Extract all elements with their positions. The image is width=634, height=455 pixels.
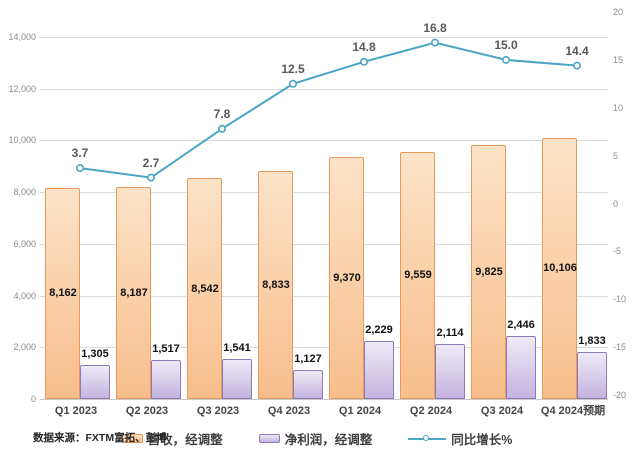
gridline	[40, 140, 608, 141]
growth-point-label: 12.5	[281, 62, 305, 76]
profit-bar	[364, 341, 394, 399]
gridline	[40, 244, 608, 245]
profit-bar-label: 1,541	[223, 342, 251, 354]
growth-point-marker	[359, 57, 368, 66]
right-axis-tick-label: 20	[613, 7, 624, 17]
profit-bar	[577, 352, 607, 399]
right-axis-tick-label: 15	[613, 55, 624, 65]
profit-bar	[222, 359, 252, 399]
right-axis-tick-label: -15	[613, 342, 627, 352]
growth-point-label: 16.8	[423, 21, 447, 35]
revenue-bar	[258, 171, 293, 399]
gridline	[40, 192, 608, 193]
right-axis-tick-label: -5	[613, 246, 622, 256]
revenue-bar	[116, 187, 151, 399]
legend-item: 同比增长%	[408, 429, 512, 448]
growth-point-marker	[288, 79, 297, 88]
growth-point-marker	[430, 38, 439, 47]
growth-point-label: 7.8	[213, 107, 231, 121]
left-axis-tick-label: 14,000	[8, 32, 36, 42]
profit-bar	[506, 336, 536, 399]
profit-bar-label: 2,114	[436, 327, 464, 339]
source-note: 数据来源：FXTM富拓、彭博	[33, 432, 167, 444]
growth-line	[79, 41, 578, 179]
revenue-bar	[329, 157, 364, 399]
revenue-bar	[187, 178, 222, 399]
growth-point-label: 15.0	[494, 38, 518, 52]
left-axis-tick-label: 10,000	[8, 135, 36, 145]
revenue-bar-label: 8,187	[120, 287, 148, 299]
chart-legend: 营收，经调整 净利润，经调整 同比增长%	[0, 429, 634, 448]
x-axis-tick-label: Q2 2023	[125, 405, 169, 417]
revenue-bar-label: 8,542	[191, 283, 219, 295]
left-axis-tick-label: 0	[30, 394, 36, 404]
legend-label: 净利润，经调整	[284, 433, 373, 447]
legend-label: 同比增长%	[451, 433, 513, 447]
growth-legend-line-icon	[408, 434, 447, 443]
revenue-legend-swatch	[121, 434, 143, 443]
profit-bar-label: 2,229	[365, 324, 393, 336]
profit-bar-label: 1,127	[294, 353, 322, 365]
revenue-bar-label: 9,370	[333, 272, 361, 284]
revenue-bar-label: 10,106	[543, 262, 577, 274]
profit-bar-label: 1,305	[81, 348, 109, 360]
x-axis-tick-label: Q3 2024	[480, 405, 524, 417]
legend-item: 营收，经调整	[121, 429, 223, 448]
x-axis-tick-label: Q1 2023	[54, 405, 98, 417]
x-axis-tick-label: Q2 2024	[409, 405, 453, 417]
profit-bar	[435, 344, 465, 399]
growth-point-label: 14.8	[352, 40, 376, 54]
left-axis-tick-label: 6,000	[13, 239, 36, 249]
revenue-bar	[400, 152, 435, 399]
left-axis-tick-label: 8,000	[13, 187, 36, 197]
gridline	[40, 347, 608, 348]
growth-point-marker	[76, 164, 85, 173]
legend-label: 营收，经调整	[147, 433, 223, 447]
growth-point-marker	[501, 55, 510, 64]
gridline	[40, 37, 608, 38]
profit-bar-label: 1,517	[152, 343, 180, 355]
profit-legend-swatch	[258, 434, 280, 443]
left-axis-tick-label: 2,000	[13, 342, 36, 352]
gridline	[40, 399, 608, 400]
growth-point-label: 2.7	[142, 156, 160, 170]
gridline	[40, 296, 608, 297]
revenue-bar	[45, 188, 80, 399]
profit-bar	[80, 365, 110, 399]
right-axis-tick-label: 5	[613, 151, 619, 161]
revenue-bar-label: 8,833	[262, 279, 290, 291]
profit-bar	[151, 360, 181, 399]
revenue-bar	[542, 138, 577, 399]
revenue-bar-label: 9,559	[404, 269, 432, 281]
x-axis-tick-label: Q1 2024	[338, 405, 382, 417]
x-axis-tick-label: Q4 2023	[267, 405, 311, 417]
right-axis-tick-label: 10	[613, 103, 624, 113]
growth-point-label: 14.4	[565, 44, 589, 58]
profit-bar-label: 1,833	[578, 335, 606, 347]
revenue-bar	[471, 145, 506, 399]
growth-point-label: 3.7	[71, 146, 89, 160]
x-axis-tick-label: Q3 2023	[196, 405, 240, 417]
left-axis-tick-label: 4,000	[13, 291, 36, 301]
right-axis-tick-label: -20	[613, 390, 627, 400]
growth-point-marker	[572, 61, 581, 70]
gridline	[40, 89, 608, 90]
legend-item: 净利润，经调整	[258, 429, 373, 448]
right-axis-tick-label: 0	[613, 199, 619, 209]
profit-bar	[293, 370, 323, 399]
growth-point-marker	[147, 173, 156, 182]
profit-bar-label: 2,446	[507, 319, 535, 331]
growth-point-marker	[218, 124, 227, 133]
left-axis-tick-label: 12,000	[8, 84, 36, 94]
right-axis-tick-label: -10	[613, 294, 627, 304]
revenue-bar-label: 8,162	[49, 287, 77, 299]
x-axis-tick-label: Q4 2024预期	[540, 405, 606, 417]
revenue-bar-label: 9,825	[475, 266, 503, 278]
